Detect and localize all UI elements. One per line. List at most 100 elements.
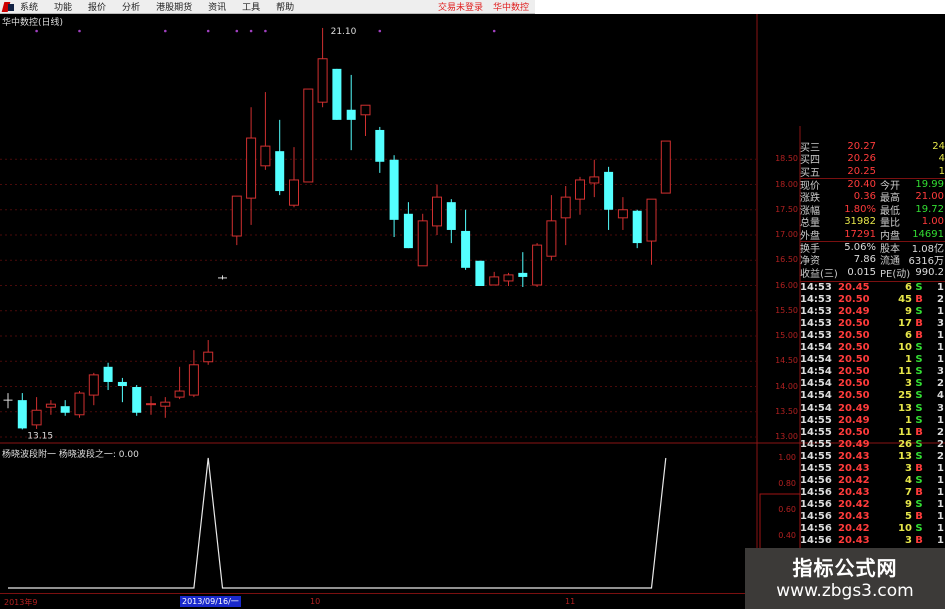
candle-down bbox=[375, 129, 385, 162]
tick-price: 20.43 bbox=[838, 462, 870, 474]
fund-label: 收益(三) bbox=[800, 268, 838, 280]
tick-side: S bbox=[915, 414, 923, 426]
candle-up bbox=[303, 88, 314, 183]
fund-value: 5.06% bbox=[844, 242, 876, 254]
tick-price: 20.50 bbox=[838, 342, 870, 354]
tick-count: 1 bbox=[937, 486, 944, 498]
tick-volume: 1 bbox=[905, 354, 912, 366]
stat-label: 今开 bbox=[880, 181, 900, 193]
candle-up bbox=[589, 176, 600, 184]
fund-label: 净资 bbox=[800, 256, 820, 268]
tick-side: S bbox=[915, 438, 923, 450]
date-label: 2013年9 bbox=[4, 598, 38, 607]
candle-up bbox=[660, 140, 671, 194]
candle-down bbox=[389, 159, 399, 220]
price-tick-label: 17.00 bbox=[775, 230, 798, 239]
menu-function[interactable]: 功能 bbox=[54, 3, 73, 13]
candle-up bbox=[160, 401, 171, 407]
tick-side: B bbox=[915, 510, 923, 522]
tick-count: 1 bbox=[937, 282, 944, 294]
stat-value: 1.80% bbox=[844, 203, 876, 215]
fund-value: 6316万 bbox=[908, 256, 944, 268]
tick-count: 1 bbox=[937, 342, 944, 354]
fund-value: 7.86 bbox=[853, 254, 876, 266]
candle-up bbox=[45, 403, 56, 408]
app-logo-icon bbox=[2, 1, 16, 13]
candle-up bbox=[546, 220, 557, 257]
price-tick-label: 16.50 bbox=[775, 255, 798, 265]
cursor-date-label: 2013/09/16/一 bbox=[180, 596, 241, 607]
menu-analysis[interactable]: 分析 bbox=[122, 3, 141, 13]
candle-down bbox=[275, 151, 285, 192]
candle-up bbox=[203, 351, 214, 363]
bid-volume: 24 bbox=[932, 140, 945, 152]
trade-tick-row: 14:53 20.50 45 B 2 bbox=[800, 294, 945, 306]
tick-side: S bbox=[915, 522, 923, 534]
date-label: 11 bbox=[565, 597, 576, 606]
menu-quote[interactable]: 报价 bbox=[88, 3, 107, 13]
tick-price: 20.49 bbox=[838, 306, 870, 318]
bid-price: 20.26 bbox=[847, 153, 876, 165]
tick-side: B bbox=[915, 330, 923, 342]
tick-time: 14:54 bbox=[800, 378, 832, 390]
trade-tick-row: 14:53 20.45 6 S 1 bbox=[800, 282, 945, 294]
tick-price: 20.42 bbox=[838, 498, 870, 510]
indicator-line bbox=[8, 457, 667, 589]
bid-label: 买五 bbox=[800, 167, 820, 179]
menu-hk-futures[interactable]: 港股期货 bbox=[156, 3, 193, 13]
candle-up bbox=[617, 209, 628, 219]
tick-volume: 7 bbox=[905, 486, 912, 498]
price-tick-label: 15.50 bbox=[775, 305, 798, 315]
menu-tools[interactable]: 工具 bbox=[242, 3, 261, 13]
fund-value: 0.015 bbox=[847, 266, 876, 278]
stat-row: 涨跌 0.36 最高 21.00 bbox=[800, 190, 945, 204]
tick-price: 20.42 bbox=[838, 474, 870, 486]
menu-help[interactable]: 帮助 bbox=[276, 3, 295, 13]
tick-count: 3 bbox=[937, 402, 944, 414]
price-tick-label: 14.50 bbox=[775, 356, 798, 366]
tick-side: B bbox=[915, 426, 923, 438]
stat-value: 17291 bbox=[844, 228, 876, 240]
signal-marker bbox=[264, 29, 267, 33]
bid-row: 买三 20.27 24 bbox=[800, 140, 945, 154]
tick-volume: 26 bbox=[898, 438, 912, 450]
candle-up bbox=[575, 179, 585, 200]
tick-side: S bbox=[915, 390, 923, 402]
indicator-tick-label: 0.60 bbox=[778, 505, 796, 514]
trade-tick-row: 14:55 20.43 3 B 1 bbox=[800, 462, 945, 474]
stat-value: 31982 bbox=[844, 216, 876, 228]
tick-side: S bbox=[915, 378, 923, 390]
stat-label: 现价 bbox=[800, 181, 820, 193]
trade-tick-row: 14:54 20.50 25 S 4 bbox=[800, 390, 945, 402]
candle-up bbox=[360, 104, 371, 116]
tick-volume: 13 bbox=[898, 450, 912, 462]
tick-side: B bbox=[915, 318, 923, 330]
chart-screen: 21.10 13.15 华中数控(日线) 杨晓波段附一 杨晓波段之一: 0.00 … bbox=[0, 14, 945, 609]
trade-tick-row: 14:55 20.43 13 S 2 bbox=[800, 450, 945, 462]
tick-count: 2 bbox=[937, 294, 944, 306]
tick-count: 2 bbox=[937, 378, 944, 390]
trade-login-status[interactable]: 交易未登录 bbox=[437, 3, 483, 13]
trade-tick-row: 14:56 20.42 9 S 1 bbox=[800, 498, 945, 510]
fund-label: 股本 bbox=[880, 244, 900, 256]
kline-chart[interactable]: 21.10 13.15 bbox=[0, 14, 945, 609]
candle-up bbox=[503, 274, 514, 282]
menu-news[interactable]: 资讯 bbox=[208, 3, 227, 13]
tick-price: 20.43 bbox=[838, 510, 870, 522]
menu-system[interactable]: 系统 bbox=[20, 3, 39, 13]
tick-side: S bbox=[915, 354, 923, 366]
candle-up bbox=[31, 409, 42, 426]
tick-count: 4 bbox=[937, 390, 944, 402]
candle-down bbox=[475, 260, 485, 287]
tick-side: S bbox=[915, 282, 923, 294]
bid-price: 20.27 bbox=[847, 140, 876, 152]
tick-price: 20.49 bbox=[838, 402, 870, 414]
tick-count: 1 bbox=[937, 510, 944, 522]
fundamental-row: 换手 5.06% 股本 1.08亿 bbox=[800, 240, 945, 256]
candle-down bbox=[403, 213, 413, 249]
tick-volume: 11 bbox=[898, 426, 912, 438]
stat-label: 涨幅 bbox=[800, 205, 820, 217]
stat-value: 19.72 bbox=[915, 203, 944, 215]
tick-time: 14:55 bbox=[800, 414, 832, 426]
tick-time: 14:53 bbox=[800, 318, 832, 330]
